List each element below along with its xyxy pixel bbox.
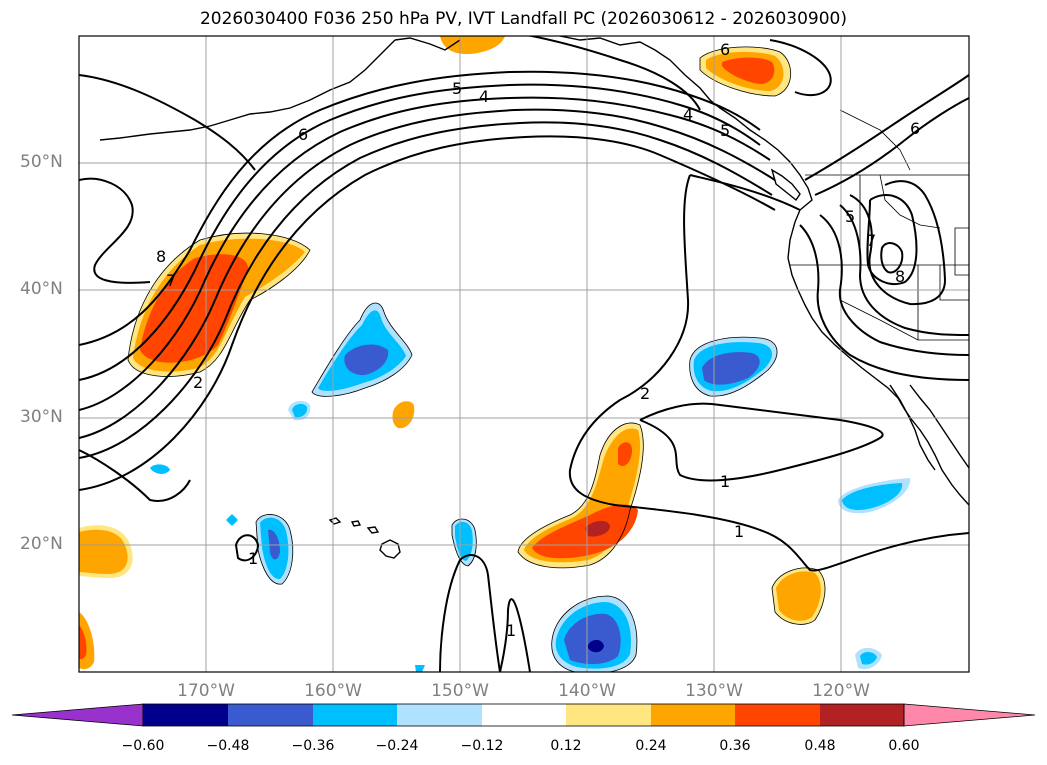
negative-anomaly-fills bbox=[150, 302, 911, 672]
contour-label: 7 bbox=[866, 231, 876, 250]
colorbar-segment bbox=[735, 704, 820, 726]
colorbar-segment bbox=[820, 704, 904, 726]
contour-labels: 6 5 4 8 7 2 1 1 1 2 6 6 5 7 8 4 5 1 bbox=[156, 40, 920, 640]
colorbar-segment bbox=[143, 704, 228, 726]
positive-anomaly-fills bbox=[79, 36, 826, 670]
lat-label: 50°N bbox=[20, 152, 63, 172]
graticule bbox=[79, 36, 969, 672]
colorbar-extend-high bbox=[903, 703, 1036, 727]
map-title: 2026030400 F036 250 hPa PV, IVT Landfall… bbox=[199, 9, 847, 29]
contour-label: 4 bbox=[479, 87, 489, 106]
contour-label: 1 bbox=[734, 522, 744, 541]
lat-label: 20°N bbox=[20, 534, 63, 554]
country-borders bbox=[790, 109, 969, 341]
contour-label: 6 bbox=[720, 40, 730, 59]
lat-label: 40°N bbox=[20, 279, 63, 299]
lon-label: 160°W bbox=[304, 681, 362, 701]
map-frame bbox=[78, 35, 970, 673]
colorbar-tick-label: 0.36 bbox=[719, 738, 751, 754]
colorbar-tick-label: 0.24 bbox=[635, 738, 667, 754]
colorbar-segment bbox=[566, 704, 651, 726]
colorbar-tick-label: −0.24 bbox=[375, 738, 419, 754]
contour-label: 6 bbox=[910, 119, 920, 138]
pv-contours bbox=[79, 36, 969, 672]
coastlines bbox=[99, 36, 969, 559]
lon-label: 120°W bbox=[812, 681, 870, 701]
contour-label: 1 bbox=[506, 621, 516, 640]
colorbar-segment bbox=[482, 704, 566, 726]
lon-label: 130°W bbox=[685, 681, 743, 701]
lat-label: 30°N bbox=[20, 407, 63, 427]
colorbar-tick-label: −0.60 bbox=[121, 738, 165, 754]
contour-label: 1 bbox=[248, 549, 258, 568]
contour-label: 1 bbox=[720, 472, 730, 491]
map-area: 6 5 4 8 7 2 1 1 1 2 6 6 5 7 8 4 5 1 bbox=[79, 36, 969, 672]
colorbar-tick-label: −0.48 bbox=[206, 738, 250, 754]
colorbar-tick-label: 0.60 bbox=[888, 738, 920, 754]
colorbar bbox=[11, 703, 1036, 727]
contour-label: 5 bbox=[845, 207, 855, 226]
contour-label: 2 bbox=[193, 373, 203, 392]
contour-label: 8 bbox=[895, 267, 905, 286]
colorbar-tick-label: −0.12 bbox=[460, 738, 504, 754]
colorbar-segment bbox=[313, 704, 397, 726]
contour-label: 2 bbox=[640, 384, 650, 403]
colorbar-extend-low bbox=[11, 703, 144, 727]
contour-label: 4 bbox=[683, 105, 693, 124]
contour-label: 6 bbox=[298, 125, 308, 144]
contour-label: 8 bbox=[156, 247, 166, 266]
anomaly-outlines bbox=[127, 46, 826, 672]
colorbar-tick-label: 0.48 bbox=[804, 738, 836, 754]
colorbar-tick-label: −0.36 bbox=[291, 738, 335, 754]
colorbar-segment bbox=[228, 704, 313, 726]
lon-label: 140°W bbox=[558, 681, 616, 701]
contour-label: 5 bbox=[720, 121, 730, 140]
lon-label: 150°W bbox=[431, 681, 489, 701]
colorbar-tick-label: 0.12 bbox=[550, 738, 582, 754]
lon-label: 170°W bbox=[177, 681, 235, 701]
contour-label: 7 bbox=[166, 271, 176, 290]
contour-label: 5 bbox=[452, 79, 462, 98]
colorbar-segment bbox=[651, 704, 735, 726]
colorbar-segment bbox=[397, 704, 482, 726]
